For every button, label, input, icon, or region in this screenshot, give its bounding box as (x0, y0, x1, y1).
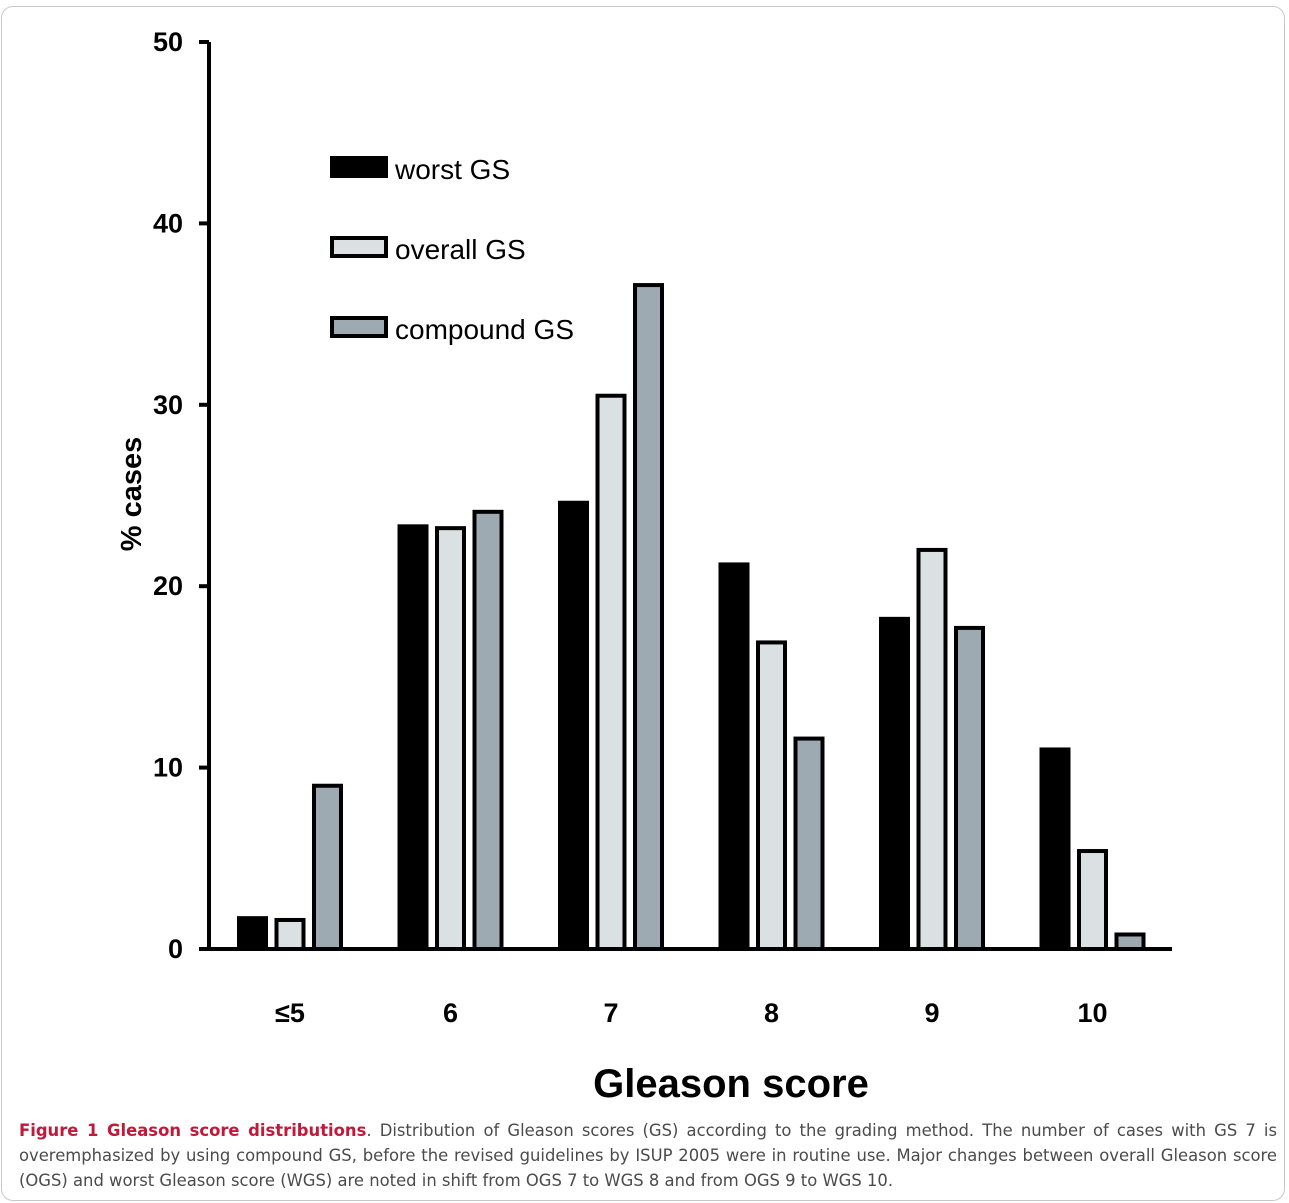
bar-3-2 (472, 509, 504, 951)
bar-1-5 (879, 616, 910, 951)
legend-label-2: overall GS (395, 234, 526, 265)
bar-2-1 (274, 917, 306, 952)
y-tick-label-6: 50 (153, 27, 183, 57)
caption-label: Figure 1 Gleason score distributions (19, 1121, 367, 1140)
legend-swatch-1 (330, 156, 388, 178)
bar-2-5 (916, 547, 948, 951)
bar-2-3 (595, 393, 627, 952)
caption-punct: . (366, 1121, 372, 1140)
bar-3-5 (954, 625, 985, 951)
x-tick-label-4: 8 (764, 998, 779, 1028)
x-tick-label-2: 6 (443, 998, 458, 1028)
legend-label-1: worst GS (394, 154, 510, 185)
bar-chart: 0 10 20 30 40 50 ≤5 6 7 8 9 10 Gleason score % cases w… (116, 27, 1172, 1106)
x-tick-label-5: 9 (924, 998, 939, 1028)
y-tick-label-2: 10 (153, 753, 183, 783)
x-axis-title: Gleason score (593, 1062, 869, 1106)
caption-text: Distribution of Gleason scores (GS) acco… (19, 1121, 1277, 1190)
bar-3-4 (793, 736, 825, 951)
bar-2-2 (435, 526, 466, 951)
y-axis-title: % cases (116, 437, 148, 552)
x-tick-label-6: 10 (1077, 998, 1107, 1028)
legend-swatch-2 (330, 236, 388, 258)
x-tick-label-3: 7 (603, 998, 618, 1028)
figure-caption: Figure 1 Gleason score distributions. Di… (19, 1118, 1277, 1193)
bar-3-6 (1114, 932, 1146, 951)
y-tick-label-1: 0 (168, 934, 183, 964)
y-tick-label-4: 30 (153, 390, 183, 420)
bar-1-1 (237, 916, 268, 951)
bar-1-4 (718, 562, 750, 951)
y-tick-label-3: 20 (153, 571, 183, 601)
y-tick-label-5: 40 (153, 208, 183, 238)
bar-3-3 (633, 283, 664, 951)
legend-swatch-3 (330, 316, 388, 338)
bar-1-2 (397, 524, 429, 951)
bar-2-4 (756, 640, 787, 952)
legend-label-3: compound GS (395, 314, 574, 345)
bar-3-1 (312, 783, 343, 951)
bar-2-6 (1077, 849, 1108, 952)
bar-1-3 (558, 500, 589, 951)
bar-1-6 (1039, 747, 1071, 952)
figure-frame (1, 6, 1285, 1201)
x-tick-label-1: ≤5 (275, 998, 305, 1028)
